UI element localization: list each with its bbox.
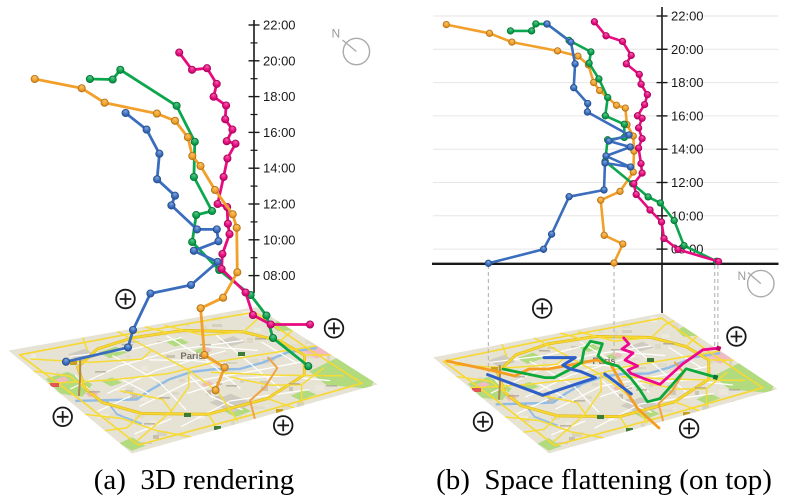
svg-text:22:00: 22:00 <box>263 18 296 33</box>
svg-text:N: N <box>332 27 341 41</box>
svg-text:08:00: 08:00 <box>263 268 296 283</box>
svg-text:18:00: 18:00 <box>263 89 296 104</box>
svg-text:12:00: 12:00 <box>671 175 704 190</box>
svg-text:12:00: 12:00 <box>263 197 296 212</box>
svg-text:14:00: 14:00 <box>671 142 704 157</box>
svg-text:10:00: 10:00 <box>263 232 296 247</box>
svg-text:(b) Space flattening (on top): (b) Space flattening (on top) <box>436 464 772 496</box>
svg-text:20:00: 20:00 <box>671 42 704 57</box>
svg-text:20:00: 20:00 <box>263 53 296 68</box>
svg-text:N: N <box>738 269 747 283</box>
svg-text:14:00: 14:00 <box>263 161 296 176</box>
svg-text:10:00: 10:00 <box>671 208 704 223</box>
svg-text:Paris: Paris <box>180 351 203 362</box>
svg-text:16:00: 16:00 <box>263 125 296 140</box>
svg-text:22:00: 22:00 <box>671 9 704 24</box>
svg-text:18:00: 18:00 <box>671 75 704 90</box>
svg-text:(a) 3D rendering: (a) 3D rendering <box>94 464 295 496</box>
svg-text:16:00: 16:00 <box>671 108 704 123</box>
